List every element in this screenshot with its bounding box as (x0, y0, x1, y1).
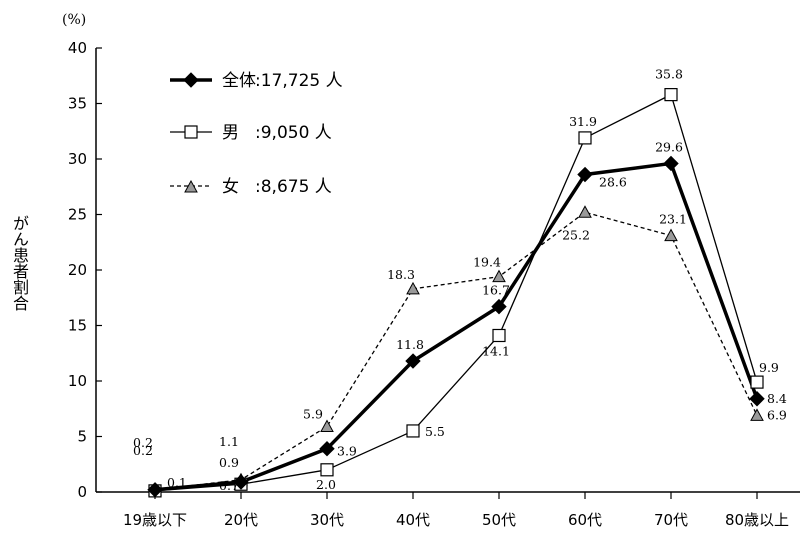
data-label-male: 14.1 (482, 343, 510, 358)
point-male (406, 424, 420, 438)
data-label-male: 35.8 (655, 67, 683, 82)
series-line-total (154, 161, 759, 492)
data-label-male: 9.9 (759, 360, 779, 375)
point-total (233, 474, 249, 490)
y-axis-label: がん患者割合 (10, 215, 29, 311)
y-tick-label: 5 (77, 428, 87, 446)
point-female (492, 269, 506, 283)
data-label-total: 0.2 (133, 443, 153, 458)
x-tick-label: 30代 (310, 511, 344, 529)
y-unit-label: (%) (62, 12, 86, 28)
point-total (663, 155, 679, 172)
data-label-total: 28.6 (599, 175, 627, 190)
y-tick-label: 40 (68, 39, 87, 57)
data-label-female: 19.4 (473, 255, 501, 270)
point-female (664, 228, 678, 242)
data-label-male: 31.9 (569, 114, 597, 129)
point-female (406, 281, 420, 295)
data-label-male: 2.0 (316, 477, 336, 492)
data-label-male: 5.5 (425, 424, 445, 439)
data-label-female: 5.9 (303, 407, 323, 422)
legend-label-female: 女 (222, 177, 239, 197)
series-line-female (154, 211, 758, 491)
data-label-male: 0.7 (219, 478, 239, 493)
data-label-female: 25.2 (562, 227, 590, 242)
point-total (147, 482, 163, 498)
x-tick-label: 80歳以上 (725, 511, 789, 529)
y-tick-label: 30 (68, 150, 87, 168)
series-line-male (154, 93, 758, 492)
x-tick-label: 20代 (224, 511, 258, 529)
data-label-female: 6.9 (767, 407, 787, 422)
point-male (750, 375, 764, 389)
y-tick-label: 20 (68, 261, 87, 279)
legend-marker-total (183, 72, 199, 88)
x-tick-label: 70代 (654, 511, 688, 529)
x-tick-label: 40代 (396, 511, 430, 529)
point-male (578, 131, 592, 145)
legend-count-female: :8,675 人 (255, 177, 332, 197)
point-total (319, 441, 335, 457)
point-total (749, 391, 765, 407)
y-tick-label: 15 (68, 317, 87, 335)
data-label-female: 23.1 (659, 212, 687, 227)
legend-label-total: 全体 (222, 71, 256, 91)
data-label-total: 16.7 (482, 283, 510, 298)
point-female (750, 408, 764, 421)
point-male (492, 328, 506, 343)
x-tick-label: 19歳以下 (123, 511, 187, 529)
x-tick-label: 60代 (568, 511, 602, 529)
point-total (405, 353, 421, 369)
data-label-total: 29.6 (655, 139, 683, 154)
data-label-total: 8.4 (767, 391, 787, 406)
point-male (664, 88, 678, 102)
data-label-male: 0.1 (167, 475, 187, 490)
point-total (577, 166, 593, 183)
legend-label-male: 男 (222, 123, 239, 143)
point-female (320, 419, 334, 433)
data-label-female: 0.2 (133, 435, 153, 450)
data-label-female: 18.3 (387, 267, 415, 282)
y-tick-label: 35 (68, 95, 87, 113)
legend-count-total: :17,725 人 (255, 71, 343, 91)
data-label-female: 1.1 (219, 434, 239, 449)
legend-count-male: :9,050 人 (255, 123, 332, 143)
legend-marker-male (184, 125, 198, 139)
y-tick-label: 25 (68, 206, 87, 224)
data-label-total: 0.9 (219, 455, 239, 470)
data-label-total: 3.9 (337, 444, 357, 459)
point-female (578, 205, 592, 218)
y-tick-label: 10 (68, 372, 87, 390)
y-tick-label: 0 (77, 483, 87, 501)
point-male (320, 463, 334, 477)
x-tick-label: 50代 (482, 511, 516, 529)
data-label-total: 11.8 (396, 337, 424, 352)
point-total (491, 298, 507, 315)
legend-marker-female (184, 179, 198, 193)
